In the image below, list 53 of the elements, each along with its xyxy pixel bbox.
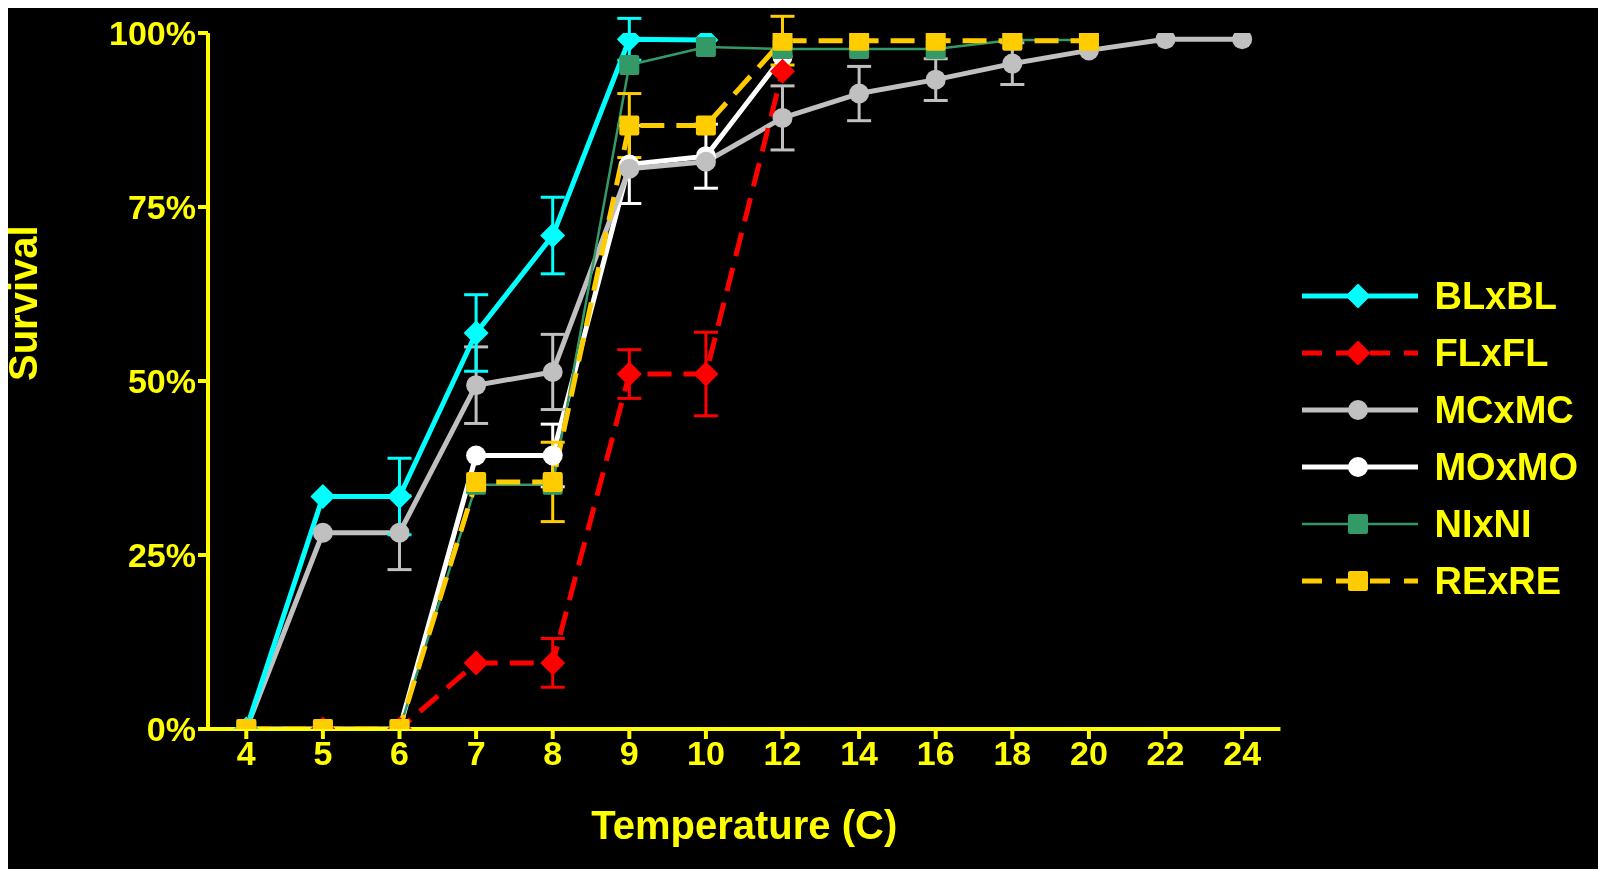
point [925, 33, 946, 51]
point [540, 650, 566, 676]
x-tick-label: 22 [1146, 734, 1185, 773]
point [695, 115, 716, 136]
y-tick-label: 75% [127, 188, 196, 227]
x-tick-label: 10 [687, 734, 725, 773]
legend-label: FLxFL [1434, 331, 1549, 375]
x-tick-label: 7 [466, 734, 486, 773]
point [387, 484, 413, 510]
y-tick-label: 50% [127, 362, 196, 401]
legend-label: MOxMO [1434, 445, 1578, 489]
y-tick-label: 25% [127, 536, 196, 575]
x-tick-label: 16 [916, 734, 955, 773]
point [695, 151, 716, 172]
legend-label: NIxNI [1434, 502, 1532, 546]
point [310, 484, 336, 510]
x-tick-label: 20 [1070, 734, 1108, 773]
point [619, 55, 640, 76]
x-tick-label: 12 [763, 734, 802, 773]
point [389, 522, 410, 543]
y-tick-label: 0% [146, 710, 196, 749]
legend-label: BLxBL [1434, 274, 1557, 318]
point [693, 361, 719, 387]
x-tick-label: 18 [993, 734, 1032, 773]
point [540, 223, 566, 249]
point [770, 58, 796, 84]
x-tick-label: 9 [619, 734, 639, 773]
x-tick-label: 14 [840, 734, 879, 773]
point [542, 361, 563, 382]
x-axis-title: Temperature (C) [591, 803, 898, 847]
y-tick-label: 100% [109, 14, 196, 53]
point [542, 445, 563, 466]
point [772, 107, 793, 128]
point [925, 69, 946, 90]
point [772, 33, 793, 51]
point [466, 375, 487, 396]
point [616, 361, 642, 387]
point [463, 320, 489, 346]
point [312, 522, 333, 543]
point [849, 33, 870, 51]
point [466, 445, 487, 466]
point [849, 83, 870, 104]
point [463, 650, 489, 676]
y-axis-title: Survival [1, 225, 46, 381]
x-tick-label: 5 [313, 734, 333, 773]
x-tick-label: 8 [543, 734, 563, 773]
legend-label: RExRE [1434, 559, 1562, 603]
x-tick-label: 24 [1223, 734, 1262, 773]
legend-label: MCxMC [1434, 388, 1574, 432]
point [619, 115, 640, 136]
x-tick-label: 6 [390, 734, 409, 773]
x-tick-label: 4 [236, 734, 256, 773]
point [1002, 53, 1023, 74]
